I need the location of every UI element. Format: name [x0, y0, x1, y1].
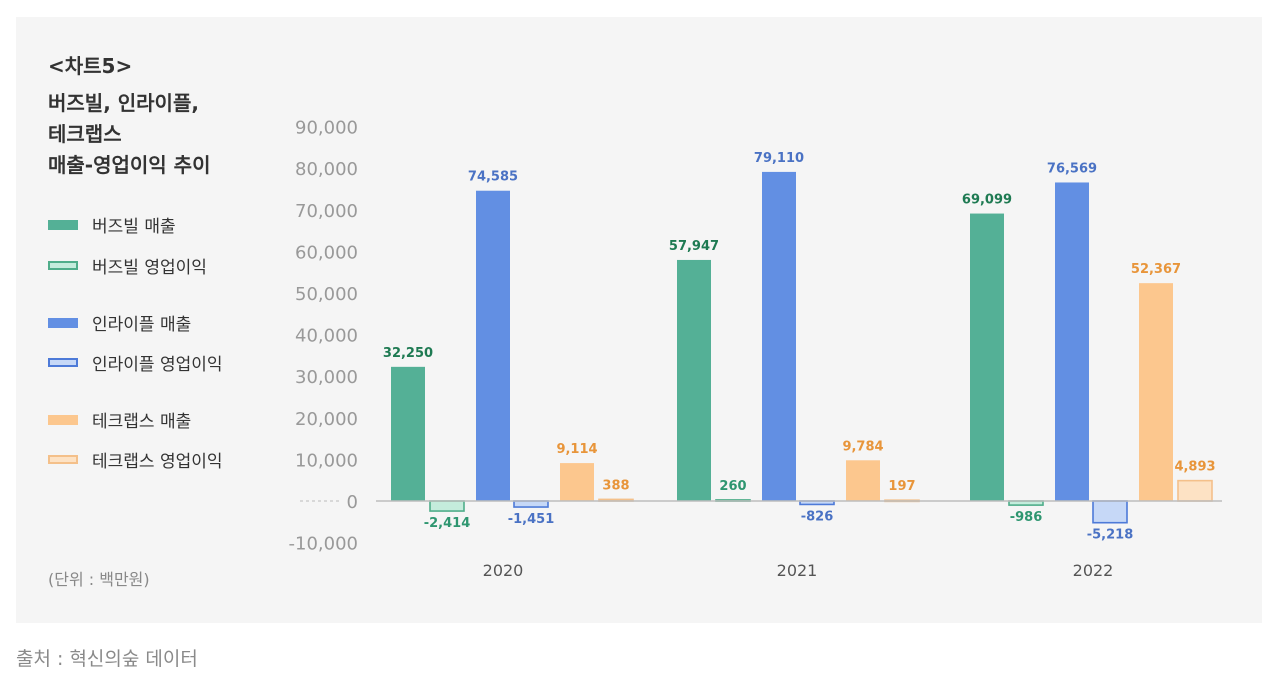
- data-label: -986: [1010, 510, 1043, 525]
- y-tick-label: 10,000: [295, 450, 358, 471]
- bar: [1177, 479, 1213, 502]
- source-note: 출처 : 혁신의숲 데이터: [16, 648, 198, 670]
- legend-label: 버즈빌 영업이익: [92, 258, 207, 278]
- y-tick-label: -10,000: [289, 534, 358, 555]
- x-tick-label: 2021: [777, 561, 818, 580]
- chart-number-label: <차트5>: [48, 54, 133, 78]
- x-tick-label: 2020: [483, 561, 524, 580]
- legend-label: 인라이플 영업이익: [92, 355, 223, 375]
- y-tick-label: 40,000: [295, 326, 358, 347]
- legend-label: 테크랩스 영업이익: [92, 452, 223, 472]
- chart-title: 버즈빌, 인라이플, 테크랩스 매출-영업이익 추이: [48, 88, 210, 181]
- bar: [429, 500, 465, 512]
- bar: [846, 460, 880, 501]
- data-label: 32,250: [383, 346, 433, 361]
- legend-item-buzzvil-revenue: 버즈빌 매출: [48, 212, 176, 237]
- legend-label: 테크랩스 매출: [92, 412, 192, 432]
- legend-item-buzzvil-operating-profit: 버즈빌 영업이익: [48, 253, 207, 278]
- data-label: 74,585: [468, 170, 518, 185]
- bar: [1055, 182, 1089, 501]
- legend-swatch: [48, 414, 78, 425]
- legend-swatch: [48, 219, 78, 230]
- bar: [762, 171, 796, 501]
- legend-item-techlabs-revenue: 테크랩스 매출: [48, 407, 191, 432]
- bar: [391, 366, 425, 501]
- bar: [1092, 500, 1128, 524]
- chart-title-line: 테크랩스: [48, 122, 122, 146]
- bar: [1139, 283, 1173, 501]
- x-axis: 2020 2021 2022: [483, 561, 1114, 580]
- data-label: 9,784: [842, 439, 883, 454]
- y-tick-label: 60,000: [295, 242, 358, 263]
- data-label: 76,569: [1047, 161, 1097, 176]
- y-tick-label: 30,000: [295, 367, 358, 388]
- chart-panel: [16, 17, 1262, 623]
- legend-swatch: [48, 358, 78, 367]
- data-label: 69,099: [962, 193, 1012, 208]
- data-label: -826: [801, 509, 834, 524]
- data-label: 197: [888, 479, 915, 494]
- bar: [476, 190, 510, 502]
- data-label: -5,218: [1087, 528, 1134, 543]
- y-tick-label: 20,000: [295, 409, 358, 430]
- data-label: -2,414: [424, 516, 471, 531]
- y-axis: 90,000 80,000 70,000 60,000 50,000 40,000 30,0…: [289, 118, 358, 555]
- legend-swatch: [48, 317, 78, 328]
- data-label: 388: [602, 478, 629, 493]
- legend-swatch: [48, 261, 78, 270]
- y-tick-label: 80,000: [295, 159, 358, 180]
- y-tick-label: 70,000: [295, 201, 358, 222]
- bar: [513, 500, 549, 508]
- data-label: 4,893: [1174, 460, 1215, 475]
- x-tick-label: 2022: [1073, 561, 1114, 580]
- chart-title-line: 버즈빌, 인라이플,: [48, 91, 199, 115]
- legend-item-inlaiple-operating-profit: 인라이플 영업이익: [48, 350, 223, 375]
- bar: [560, 463, 594, 501]
- data-labels: 32,250 57,947 69,099 -2,414 260 -986 74,585 79,…: [383, 151, 1216, 543]
- legend-item-inlaiple-revenue: 인라이플 매출: [48, 310, 191, 335]
- unit-note: (단위 : 백만원): [48, 570, 150, 589]
- y-tick-label: 0: [347, 492, 358, 513]
- bars: [391, 171, 1213, 524]
- data-label: 79,110: [754, 151, 804, 166]
- y-tick-label: 50,000: [295, 284, 358, 305]
- legend-label: 인라이플 매출: [92, 315, 192, 335]
- legend-swatch: [48, 455, 78, 464]
- y-tick-label: 90,000: [295, 118, 358, 139]
- data-label: 9,114: [556, 442, 597, 457]
- legend-label: 버즈빌 매출: [92, 217, 176, 237]
- data-label: 52,367: [1131, 262, 1181, 277]
- data-label: 57,947: [669, 239, 719, 254]
- legend-item-techlabs-operating-profit: 테크랩스 영업이익: [48, 447, 223, 472]
- data-label: 260: [719, 479, 746, 494]
- bar: [677, 259, 711, 501]
- bar: [970, 213, 1004, 501]
- data-label: -1,451: [508, 512, 555, 527]
- chart-title-line: 매출-영업이익 추이: [48, 153, 211, 177]
